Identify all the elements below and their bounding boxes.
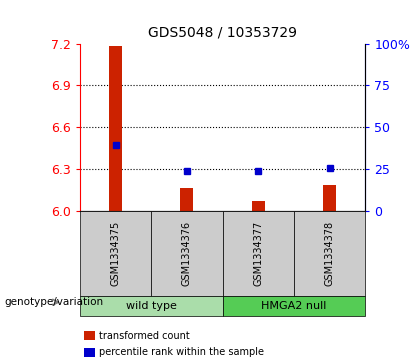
Text: GSM1334377: GSM1334377 (253, 221, 263, 286)
Text: HMGA2 null: HMGA2 null (261, 301, 327, 311)
Bar (252, 201, 265, 211)
Bar (223, 296, 365, 316)
Bar (109, 46, 122, 211)
Bar (84, 331, 94, 340)
Bar (294, 211, 365, 296)
Text: percentile rank within the sample: percentile rank within the sample (99, 347, 264, 357)
Text: GSM1334378: GSM1334378 (325, 221, 335, 286)
Text: GSM1334375: GSM1334375 (110, 221, 121, 286)
Bar (223, 211, 294, 296)
Text: GSM1334376: GSM1334376 (182, 221, 192, 286)
Bar (80, 211, 151, 296)
Bar (323, 185, 336, 211)
Text: wild type: wild type (126, 301, 177, 311)
Bar (181, 188, 193, 211)
Bar (80, 296, 223, 316)
Title: GDS5048 / 10353729: GDS5048 / 10353729 (148, 26, 297, 40)
Bar (84, 348, 94, 356)
Text: transformed count: transformed count (99, 331, 189, 341)
Text: genotype/variation: genotype/variation (4, 297, 103, 307)
Bar (151, 211, 223, 296)
